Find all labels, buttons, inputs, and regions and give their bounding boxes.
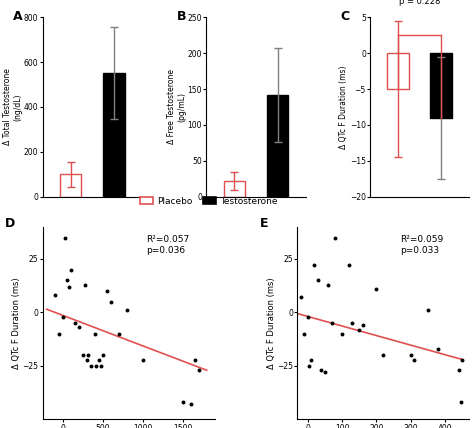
Point (75, 324, 82, 331)
Point (87, 363, 94, 369)
Point (301, 330, 308, 337)
Point (328, 320, 336, 327)
Point (91, 330, 99, 337)
Point (103, 288, 110, 294)
Y-axis label: Δ QTc F Duration (ms): Δ QTc F Duration (ms) (339, 65, 348, 149)
Point (310, 262, 318, 269)
Point (51, 292, 58, 299)
Point (92, 363, 100, 369)
Point (307, 356, 315, 363)
Point (373, 285, 380, 292)
Point (407, 352, 415, 359)
Point (139, 356, 146, 363)
Bar (60, 175, 82, 197)
Point (345, 262, 353, 269)
Y-axis label: Δ QTc F Duration (ms): Δ QTc F Duration (ms) (267, 277, 276, 369)
Y-axis label: Δ Free Testosterone
(pg/mL): Δ Free Testosterone (pg/mL) (167, 69, 186, 145)
Text: R²=0.059
p=0.033: R²=0.059 p=0.033 (401, 235, 444, 256)
Point (321, 369, 328, 376)
Point (83, 356, 91, 363)
Text: A: A (13, 10, 23, 23)
Point (84, 352, 92, 359)
Point (297, 294, 304, 301)
Text: D: D (5, 217, 15, 230)
Point (304, 313, 311, 320)
Point (324, 281, 332, 288)
Point (65, 283, 73, 290)
Text: B: B (177, 10, 186, 23)
Point (187, 401, 194, 408)
Point (81, 281, 89, 288)
Point (99, 352, 107, 359)
Point (179, 399, 186, 406)
Point (95, 356, 102, 363)
Point (435, 345, 442, 352)
Point (63, 277, 71, 284)
Point (67, 266, 74, 273)
Bar (430, 53, 452, 118)
Point (348, 320, 356, 327)
Point (410, 356, 418, 363)
Point (455, 367, 463, 374)
Text: E: E (259, 217, 268, 230)
Point (380, 352, 387, 359)
Bar (387, 53, 409, 89)
Point (305, 363, 313, 369)
Text: C: C (340, 10, 349, 23)
Point (318, 367, 325, 374)
Point (97, 363, 105, 369)
Point (59, 313, 66, 320)
Text: p = 0.228: p = 0.228 (399, 0, 440, 6)
Point (314, 277, 322, 284)
Y-axis label: Δ Total Testosterone
(ng/dL): Δ Total Testosterone (ng/dL) (3, 68, 22, 146)
Point (338, 330, 346, 337)
Point (359, 322, 366, 329)
Bar (224, 181, 245, 197)
Point (356, 326, 363, 333)
Text: R²=0.057
p=0.036: R²=0.057 p=0.036 (146, 235, 189, 256)
Point (331, 234, 339, 241)
Point (79, 352, 86, 359)
Point (123, 307, 130, 314)
Legend: Placebo, Testosterone: Placebo, Testosterone (136, 193, 281, 209)
Bar (267, 95, 288, 197)
Point (191, 356, 199, 363)
Bar (103, 73, 125, 197)
Point (115, 330, 122, 337)
Point (424, 307, 432, 314)
Point (71, 320, 79, 327)
Point (55, 330, 63, 337)
Point (61, 234, 69, 241)
Y-axis label: Δ QTc F Duration (ms): Δ QTc F Duration (ms) (12, 277, 21, 369)
Point (458, 356, 466, 363)
Point (107, 298, 114, 305)
Point (457, 399, 465, 406)
Point (195, 367, 202, 374)
